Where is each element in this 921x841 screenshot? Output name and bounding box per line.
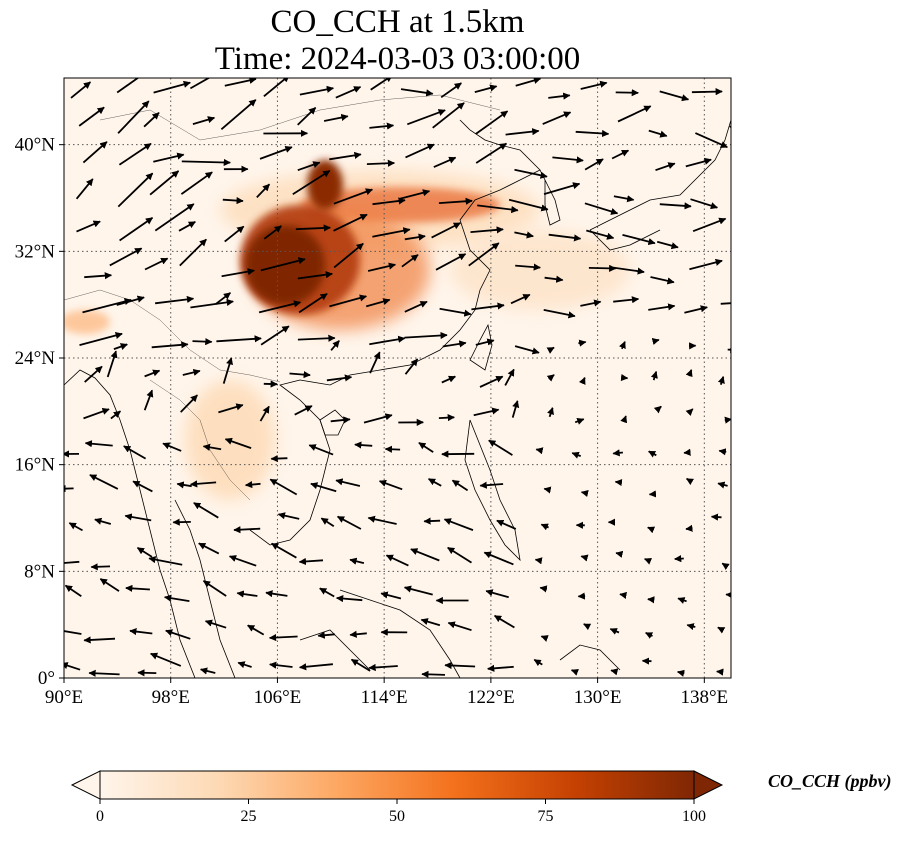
wind-vector	[386, 449, 401, 450]
wind-vector	[648, 599, 653, 600]
wind-vector	[611, 670, 616, 671]
wind-vector	[620, 594, 625, 595]
map-background	[64, 78, 731, 678]
y-tick-label: 16°N	[15, 455, 56, 476]
y-axis: 0° 8°N 16°N 24°N 32°N 40°N	[15, 135, 64, 689]
wind-vector	[581, 556, 585, 557]
x-tick-label: 122°E	[467, 687, 515, 708]
wind-vector	[712, 517, 722, 518]
wind-vector	[439, 417, 454, 418]
colorbar-tick-label: 100	[682, 808, 706, 825]
y-tick-label: 24°N	[15, 348, 56, 369]
wind-vector	[355, 445, 372, 446]
wind-vector	[675, 559, 684, 560]
plume-west	[60, 310, 110, 334]
colorbar-tick-label: 0	[96, 808, 104, 825]
colorbar-tick-label: 50	[389, 808, 405, 825]
wind-vector	[613, 453, 623, 454]
wind-vector	[91, 566, 110, 567]
colorbar: 0 25 50 75 100 CO_CCH (ppbv)	[72, 771, 892, 825]
wind-vector	[717, 672, 723, 673]
wind-vector	[582, 492, 587, 493]
y-tick-label: 0°	[38, 668, 55, 689]
colorbar-ticks: 0 25 50 75 100	[96, 799, 706, 825]
wind-vector	[271, 458, 287, 459]
y-tick-label: 32°N	[15, 241, 56, 262]
colorbar-tick-label: 25	[241, 808, 257, 825]
x-tick-label: 90°E	[45, 687, 83, 708]
wind-vector	[536, 449, 541, 450]
x-tick-label: 114°E	[361, 687, 408, 708]
wind-vector	[138, 673, 156, 674]
wind-vector	[732, 91, 754, 95]
wind-vector	[730, 120, 760, 127]
colorbar-extend-min	[72, 771, 100, 799]
plume-light-east	[450, 230, 630, 310]
wind-vector	[719, 451, 726, 452]
wind-vector	[692, 92, 722, 93]
colorbar-title: CO_CCH (ppbv)	[768, 771, 892, 792]
wind-vector	[623, 378, 628, 379]
y-tick-label: 8°N	[24, 561, 55, 582]
wind-vector	[578, 342, 585, 343]
wind-vector	[686, 528, 692, 529]
x-axis: 90°E 98°E 106°E 114°E 122°E 130°E 138°E	[45, 678, 728, 708]
wind-vector	[540, 588, 547, 589]
wind-vector	[367, 163, 394, 164]
wind-vector	[193, 341, 212, 342]
wind-vector	[733, 163, 764, 168]
colorbar-gradient	[100, 771, 694, 799]
wind-vector	[182, 161, 230, 162]
x-tick-label: 138°E	[680, 687, 728, 708]
wind-vector	[725, 419, 732, 420]
wind-vector	[732, 222, 753, 230]
colorbar-extend-max	[694, 771, 722, 799]
x-tick-label: 98°E	[152, 687, 190, 708]
wind-vector	[544, 489, 548, 490]
wind-vector	[616, 482, 620, 483]
wind-vector	[536, 560, 541, 561]
y-tick-label: 40°N	[15, 135, 56, 156]
wind-vector	[424, 521, 440, 522]
wind-vector	[731, 197, 756, 201]
colorbar-tick-label: 75	[538, 808, 554, 825]
wind-vector	[616, 553, 620, 554]
x-tick-label: 130°E	[574, 687, 622, 708]
wind-vector	[422, 674, 445, 675]
x-tick-label: 106°E	[254, 687, 302, 708]
